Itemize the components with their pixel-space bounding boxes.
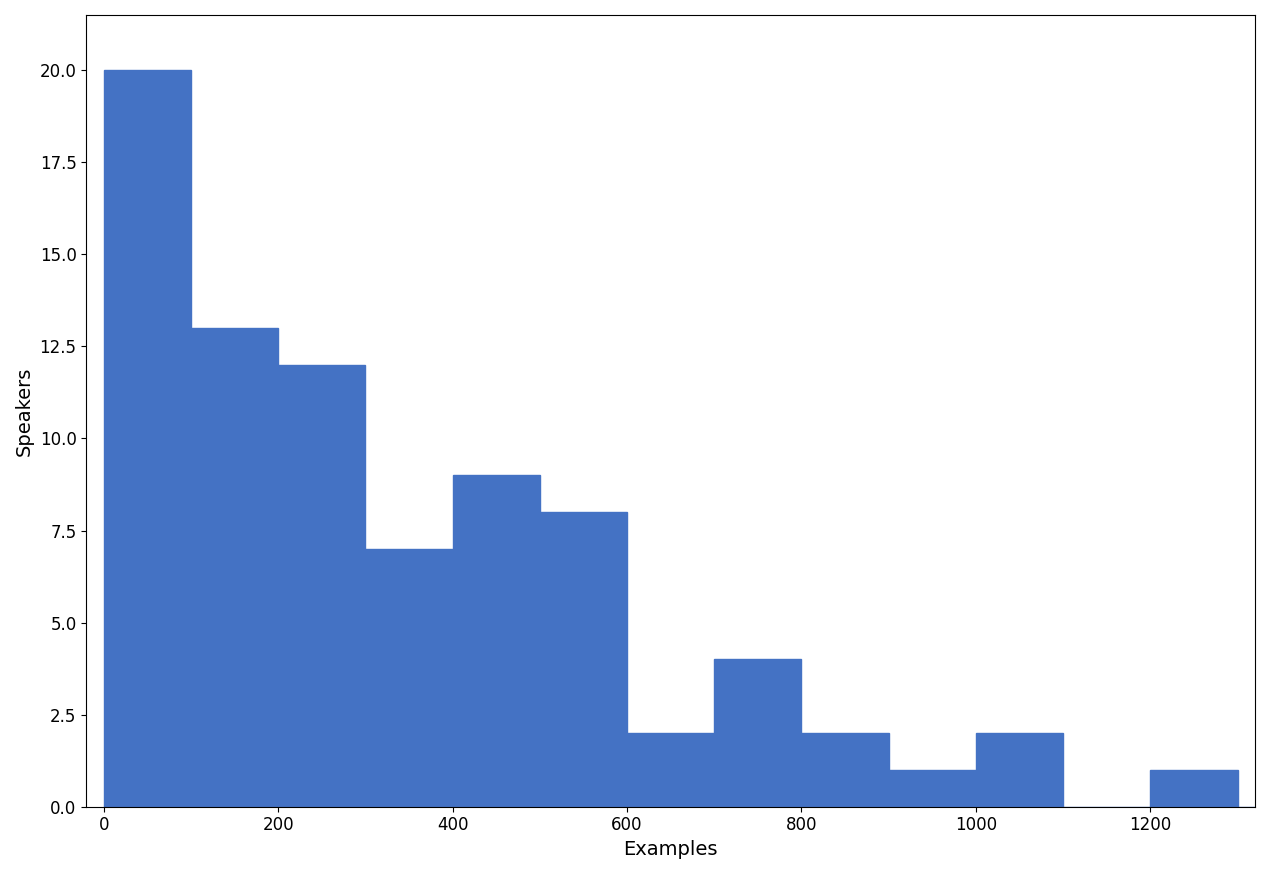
Bar	[366, 549, 452, 807]
Bar	[104, 70, 190, 807]
Bar	[801, 733, 889, 807]
Bar	[190, 328, 278, 807]
Bar	[1151, 770, 1237, 807]
Bar	[452, 475, 540, 807]
Bar	[714, 659, 801, 807]
Bar	[889, 770, 975, 807]
Bar	[540, 512, 627, 807]
Bar	[627, 733, 714, 807]
Bar	[278, 364, 366, 807]
Bar	[975, 733, 1063, 807]
X-axis label: Examples: Examples	[624, 840, 718, 859]
Y-axis label: Speakers: Speakers	[15, 366, 34, 455]
